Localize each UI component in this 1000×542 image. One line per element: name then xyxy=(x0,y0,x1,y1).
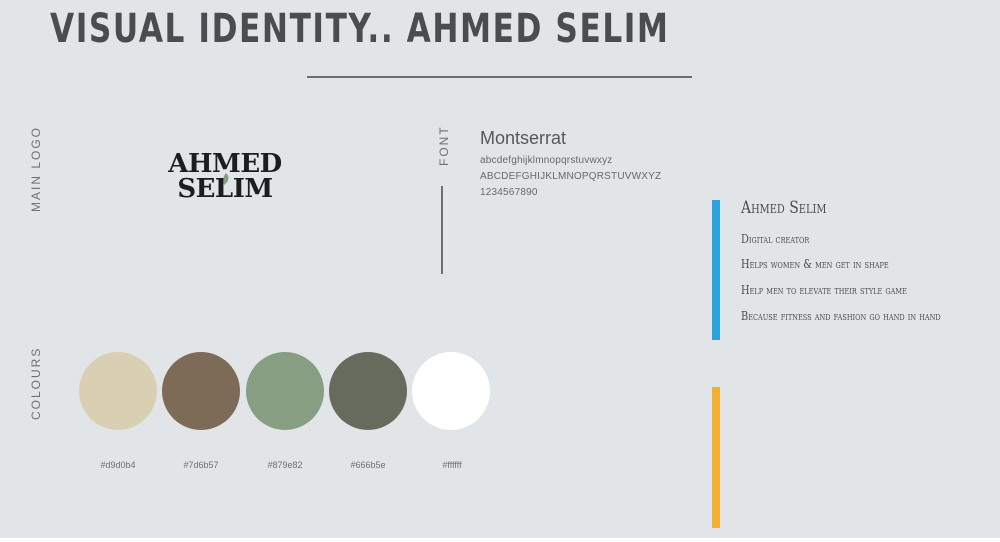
bio-name: Ahmed Selim xyxy=(741,198,827,218)
accent-bar-blue xyxy=(712,200,720,340)
colour-hex-label: #d9d0b4 xyxy=(100,460,136,470)
title-divider xyxy=(307,76,692,78)
font-divider xyxy=(441,186,443,274)
bio-line: Digital creator xyxy=(741,232,810,246)
bio-line: Help men to elevate their style game xyxy=(741,283,907,297)
colour-swatch xyxy=(412,352,490,430)
colour-swatch xyxy=(329,352,407,430)
colour-swatch xyxy=(79,352,157,430)
colour-hex-label: #ffffff xyxy=(442,460,462,470)
font-sample-uppercase: ABCDEFGHIJKLMNOPQRSTUVWXYZ xyxy=(480,171,662,182)
font-label: FONT xyxy=(437,125,451,166)
accent-bar-orange xyxy=(712,387,720,528)
bio-line: Helps women & men get in shape xyxy=(741,257,889,271)
page-title: VISUAL IDENTITY.. AHMED SELIM xyxy=(50,6,670,52)
bottom-strip xyxy=(0,538,1000,542)
colour-swatch xyxy=(162,352,240,430)
logo-line-1: AHMED xyxy=(168,149,282,179)
colour-swatch xyxy=(246,352,324,430)
colour-hex-label: #666b5e xyxy=(350,460,386,470)
bio-line: Because fitness and fashion go hand in h… xyxy=(741,309,941,323)
main-logo-label: MAIN LOGO xyxy=(29,125,43,212)
colour-hex-label: #7d6b57 xyxy=(183,460,219,470)
colours-label: COLOURS xyxy=(29,346,43,420)
font-sample-digits: 1234567890 xyxy=(480,187,538,198)
leaf-icon xyxy=(223,173,229,185)
colour-hex-label: #879e82 xyxy=(267,460,303,470)
font-name: Montserrat xyxy=(480,128,567,148)
font-sample-lowercase: abcdefghijklmnopqrstuvwxyz xyxy=(480,155,613,166)
